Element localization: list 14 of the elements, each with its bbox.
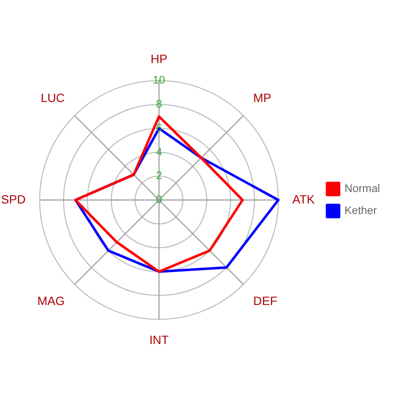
spoke-label: MAG (37, 294, 65, 308)
legend-label: Kether (344, 205, 378, 218)
spoke-label: SPD (0, 192, 26, 206)
y-tick-label: 2 (156, 170, 162, 182)
spoke-label: DEF (253, 294, 278, 308)
spoke-label: MP (253, 90, 272, 105)
spoke-label: HP (150, 52, 168, 66)
spoke-label: INT (149, 332, 170, 347)
spoke-label: ATK (292, 192, 315, 206)
y-tick-label: 4 (156, 146, 162, 158)
y-tick-label: 10 (152, 74, 166, 87)
y-tick-label: 8 (156, 98, 162, 111)
legend-label: Normal (344, 183, 380, 196)
spoke-label: LUC (40, 90, 66, 105)
